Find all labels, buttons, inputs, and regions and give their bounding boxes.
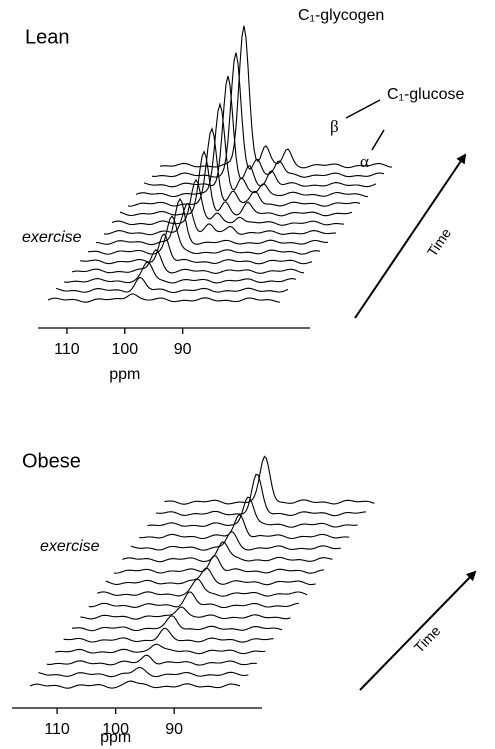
spectrum-trace — [147, 496, 358, 528]
spectrum-trace — [135, 102, 369, 198]
exercise-label: exercise — [22, 229, 82, 246]
x-tick-label: 100 — [111, 341, 138, 358]
spectrum-trace — [139, 513, 350, 540]
beta-pointer — [345, 99, 381, 119]
spectrum-trace — [79, 233, 313, 265]
panel-label: Lean — [25, 26, 70, 48]
spectrum-trace — [119, 150, 353, 217]
time-arrow — [359, 570, 477, 691]
peak-label: C₁-glycogen — [298, 7, 384, 24]
spectrum-trace — [88, 591, 299, 609]
spectrum-trace — [80, 606, 291, 620]
x-tick-label: 110 — [54, 341, 80, 358]
x-axis-label: ppm — [100, 729, 131, 746]
spectrum-trace — [55, 643, 266, 655]
x-axis-label: ppm — [109, 366, 140, 383]
time-arrow — [354, 153, 467, 319]
spectrum-trace — [151, 52, 385, 178]
spectrum-trace — [71, 615, 283, 632]
glucose-label: C₁-glucose — [387, 86, 465, 103]
x-tick-label: 90 — [174, 341, 192, 358]
time-label: Time — [411, 622, 444, 655]
beta-label: β — [330, 117, 339, 136]
spectrum-trace — [63, 627, 274, 643]
spectrum-trace — [113, 554, 325, 574]
spectrum-trace — [63, 261, 297, 284]
exercise-label: exercise — [40, 538, 100, 555]
spectrum-trace — [103, 202, 336, 236]
alpha-pointer — [371, 129, 385, 151]
spectrum-trace — [97, 578, 308, 597]
alpha-label: α — [360, 152, 369, 171]
spectrum-trace — [29, 680, 241, 689]
spectrum-trace — [130, 531, 341, 551]
spectrum-trace — [55, 276, 289, 294]
spectrum-trace — [47, 293, 281, 303]
spectrum-trace — [111, 178, 345, 226]
spectrum-trace — [155, 473, 367, 517]
spectrum-trace — [143, 75, 377, 188]
x-tick-label: 110 — [44, 721, 70, 738]
spectrum-trace — [38, 666, 249, 678]
spectrum-trace — [164, 455, 375, 505]
spectrum-trace — [46, 654, 257, 666]
x-tick-label: 100 — [102, 721, 129, 738]
spectrum-trace — [87, 215, 321, 255]
x-tick-label: 90 — [165, 721, 183, 738]
time-label: Time — [424, 225, 454, 259]
spectrum-trace — [95, 197, 329, 246]
panel-label: Obese — [22, 450, 81, 472]
spectrum-trace — [159, 25, 393, 169]
spectrum-trace — [71, 248, 305, 274]
spectrum-trace — [127, 127, 361, 207]
spectrum-trace — [105, 567, 316, 586]
spectrum-trace — [122, 541, 333, 563]
